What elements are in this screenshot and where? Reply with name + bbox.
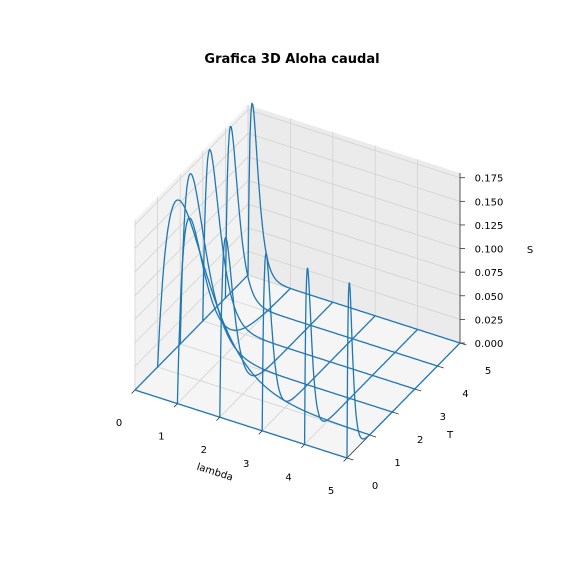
z-axis-label: S bbox=[527, 245, 533, 256]
x-tick bbox=[300, 444, 305, 449]
tick-labels: 0 1 2 3 4 5 0 1 2 3 4 5 0.000 0.025 0.050 0.075 0.100 0.1… bbox=[116, 174, 504, 497]
axis-panes bbox=[135, 105, 460, 458]
grid-line bbox=[134, 180, 249, 296]
wire-line-lambda-1 bbox=[176, 217, 291, 404]
grid-line bbox=[134, 251, 249, 367]
z-tick-label: 0.050 bbox=[475, 292, 504, 303]
z-tick-label: 0.000 bbox=[475, 339, 504, 350]
y-tick bbox=[392, 411, 399, 415]
z-tick-label: 0.125 bbox=[475, 221, 504, 232]
grid-line bbox=[247, 156, 461, 226]
x-tick-label: 5 bbox=[328, 486, 334, 497]
grid-line bbox=[247, 180, 461, 249]
y-tick bbox=[414, 388, 422, 392]
wire-line-T-2 bbox=[179, 173, 393, 413]
x-tick-label: 3 bbox=[243, 459, 249, 470]
pane-back bbox=[248, 105, 460, 343]
chart-title: Grafica 3D Aloha caudal bbox=[204, 52, 379, 67]
wire-line-lambda-2 bbox=[219, 237, 334, 418]
y-tick bbox=[369, 434, 377, 438]
z-tick-label: 0.075 bbox=[475, 268, 504, 279]
z-tick-label: 0.150 bbox=[475, 197, 504, 208]
y-tick-label: 0 bbox=[372, 481, 378, 492]
y-tick-label: 2 bbox=[417, 435, 423, 446]
x-tick-label: 4 bbox=[285, 472, 291, 483]
wire-line-T-0 bbox=[134, 389, 348, 459]
grid-line bbox=[157, 366, 370, 436]
x-tick bbox=[173, 403, 178, 408]
wire-line-T-1 bbox=[156, 199, 370, 436]
x-tick bbox=[258, 430, 263, 435]
y-tick-label: 5 bbox=[485, 366, 491, 377]
wire-line-lambda-3 bbox=[261, 252, 376, 431]
wire-line-T-4 bbox=[224, 125, 438, 367]
wire-line-T-5 bbox=[247, 102, 461, 344]
grid-line bbox=[247, 203, 461, 273]
y-axis-label: T bbox=[446, 430, 454, 441]
z-tick-label: 0.100 bbox=[475, 245, 504, 256]
wire-line-lambda-0 bbox=[134, 274, 249, 391]
wireframe-surface bbox=[134, 102, 461, 459]
grid-line bbox=[134, 109, 249, 226]
z-tick-label: 0.025 bbox=[475, 315, 504, 326]
x-tick bbox=[343, 457, 348, 462]
grid-line bbox=[134, 227, 249, 344]
grid-line bbox=[247, 251, 461, 320]
y-tick bbox=[346, 457, 354, 461]
z-tick-label: 0.175 bbox=[475, 174, 504, 185]
x-axis-label: lambda bbox=[195, 462, 234, 484]
x-tick bbox=[216, 416, 221, 421]
y-tick-label: 4 bbox=[462, 389, 468, 400]
x-tick-label: 0 bbox=[116, 418, 122, 429]
y-tick bbox=[437, 365, 444, 369]
x-tick-label: 1 bbox=[158, 432, 164, 443]
x-tick bbox=[131, 389, 136, 394]
grid-line bbox=[247, 132, 461, 202]
y-tick-label: 3 bbox=[440, 412, 446, 423]
y-tick-label: 1 bbox=[394, 458, 400, 469]
x-tick-label: 2 bbox=[201, 445, 207, 456]
wire-line-lambda-5 bbox=[346, 282, 461, 459]
grid-line bbox=[247, 109, 461, 179]
pane-left bbox=[135, 105, 248, 390]
grid-line bbox=[134, 156, 249, 273]
grid-line bbox=[134, 133, 249, 249]
grid-line bbox=[134, 203, 249, 320]
wire-line-T-3 bbox=[202, 148, 415, 390]
grid-line bbox=[247, 227, 461, 297]
wire-line-lambda-4 bbox=[303, 267, 419, 445]
pane-floor bbox=[135, 275, 460, 458]
